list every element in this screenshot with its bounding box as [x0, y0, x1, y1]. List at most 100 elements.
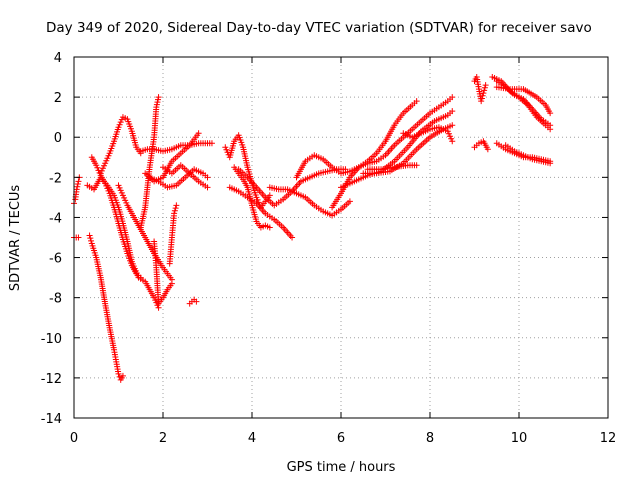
y-tick-label: -10	[41, 332, 62, 347]
data-point	[152, 297, 159, 304]
data-point	[119, 372, 126, 379]
y-tick-label: -4	[49, 211, 62, 226]
x-tick-label: 0	[70, 431, 78, 446]
x-tick-label: 6	[337, 431, 345, 446]
data-point	[122, 197, 129, 204]
data-point	[193, 298, 200, 305]
data-point	[547, 122, 554, 129]
data-point	[117, 119, 124, 126]
data-point	[168, 280, 175, 287]
data-point	[99, 165, 106, 172]
data-point	[104, 155, 111, 162]
data-point	[95, 167, 102, 174]
data-point	[413, 162, 420, 169]
data-points	[71, 74, 554, 383]
data-point	[449, 94, 456, 101]
x-tick-label: 12	[600, 431, 617, 446]
data-point	[97, 170, 104, 177]
data-point	[479, 92, 486, 99]
y-tick-label: -2	[49, 171, 62, 186]
x-tick-label: 10	[511, 431, 528, 446]
data-point	[102, 180, 109, 187]
data-point	[118, 189, 125, 196]
data-point	[87, 235, 94, 242]
data-point	[101, 162, 108, 169]
data-point	[204, 174, 211, 181]
data-point	[98, 167, 105, 174]
data-point	[74, 181, 81, 188]
data-point	[93, 162, 100, 169]
data-point	[195, 130, 202, 137]
data-point	[289, 234, 296, 241]
data-point	[155, 94, 162, 101]
y-tick-label: -12	[41, 372, 62, 387]
data-point	[449, 138, 456, 145]
y-tick-label: -6	[49, 252, 62, 267]
data-point	[449, 122, 456, 129]
data-point	[75, 234, 82, 241]
x-axis-title: GPS time / hours	[287, 460, 396, 475]
data-point	[103, 182, 110, 189]
data-point	[266, 224, 273, 231]
data-point	[413, 98, 420, 105]
data-point	[73, 186, 80, 193]
data-point	[116, 184, 123, 191]
y-tick-label: 0	[54, 131, 62, 146]
data-point	[94, 164, 101, 171]
axis-ticks	[73, 56, 609, 419]
data-point	[447, 133, 454, 140]
data-point	[103, 157, 110, 164]
data-point	[478, 95, 485, 102]
data-point	[102, 160, 109, 167]
data-point	[223, 146, 230, 153]
grid	[74, 57, 608, 418]
data-point	[75, 178, 82, 185]
data-point	[253, 194, 260, 201]
tick-labels: 0 2 4 6 8 10 12 -14 -12 -10 -8 -6 -4 -2 0 2 4	[41, 51, 617, 446]
data-point	[119, 192, 126, 199]
data-point	[266, 192, 273, 199]
data-point	[172, 205, 179, 212]
y-tick-label: -8	[49, 292, 62, 307]
x-tick-label: 2	[159, 431, 167, 446]
data-point	[547, 160, 554, 167]
chart-title: Day 349 of 2020, Sidereal Day-to-day VTE…	[46, 20, 592, 36]
data-point	[115, 124, 122, 131]
data-point	[88, 237, 95, 244]
data-point	[481, 87, 488, 94]
y-tick-label: 4	[54, 51, 62, 66]
y-axis-title: SDTVAR / TECUs	[8, 185, 23, 292]
data-point	[449, 108, 456, 115]
data-point	[171, 207, 178, 214]
data-point	[208, 140, 215, 147]
data-point	[445, 130, 452, 137]
data-point	[154, 99, 161, 106]
data-point	[254, 196, 261, 203]
data-point	[346, 198, 353, 205]
x-tick-label: 8	[426, 431, 434, 446]
data-point	[480, 90, 487, 97]
data-point	[86, 232, 93, 239]
data-point	[74, 183, 81, 190]
data-point	[123, 199, 130, 206]
data-point	[104, 185, 111, 192]
data-point	[173, 202, 180, 209]
data-point	[444, 128, 451, 135]
data-point	[153, 101, 160, 108]
data-point	[448, 135, 455, 142]
data-point	[115, 182, 122, 189]
data-point	[547, 110, 554, 117]
data-point	[117, 187, 124, 194]
data-point	[154, 96, 161, 103]
data-point	[153, 104, 160, 111]
y-tick-label: 2	[54, 91, 62, 106]
data-point	[204, 184, 211, 191]
data-point	[484, 146, 491, 153]
y-tick-label: -14	[41, 412, 62, 427]
data-point	[105, 187, 112, 194]
data-point	[116, 121, 123, 128]
data-point	[121, 194, 128, 201]
x-tick-label: 4	[248, 431, 256, 446]
data-point	[118, 116, 125, 123]
